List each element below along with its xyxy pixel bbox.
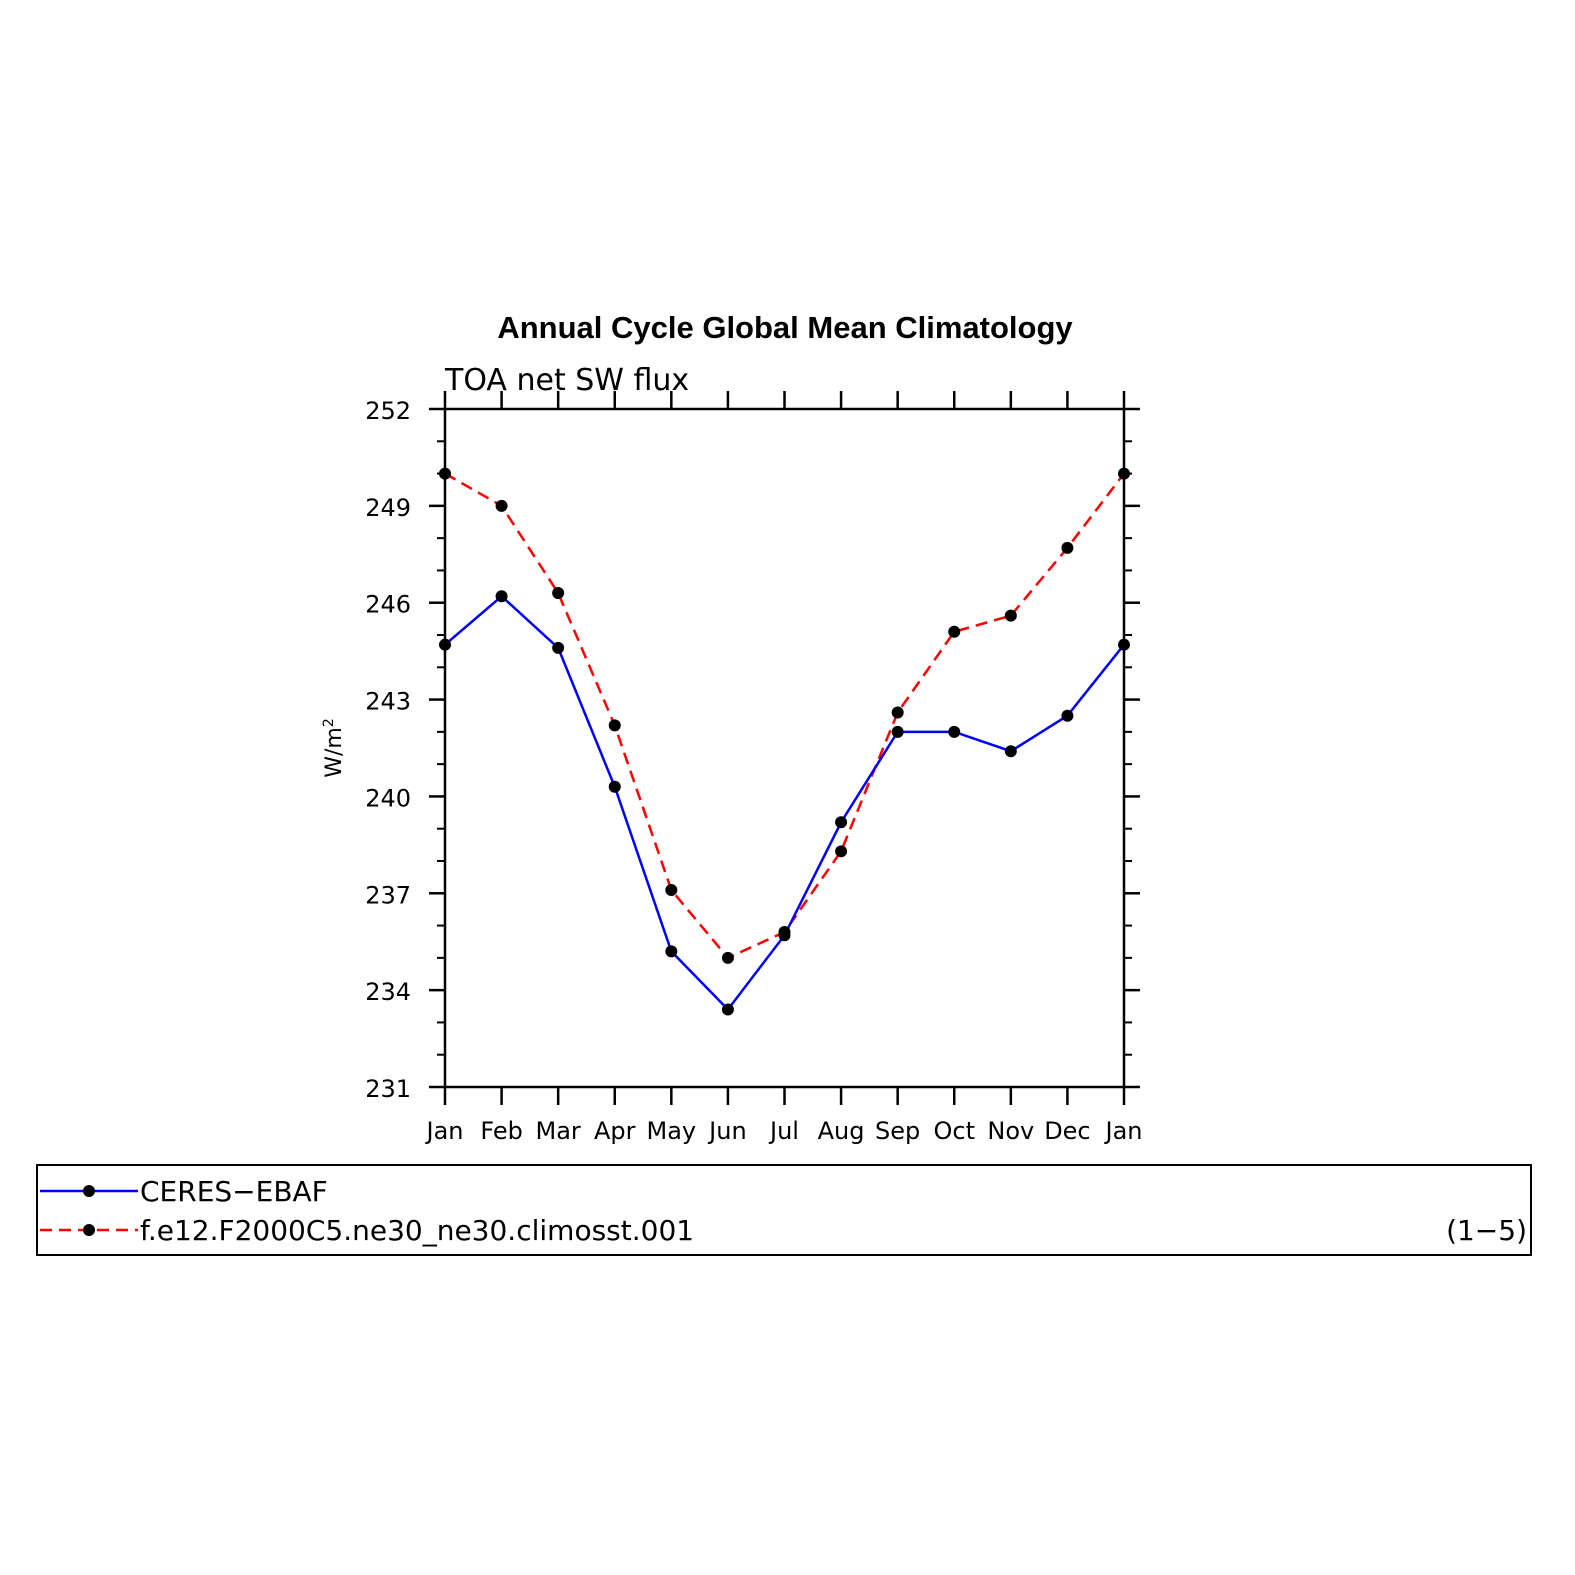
legend-marker xyxy=(83,1185,95,1197)
x-tick-label: Jun xyxy=(707,1117,747,1145)
x-tick-label: Jul xyxy=(768,1117,799,1145)
x-tick-label: Mar xyxy=(536,1117,581,1145)
legend: CERES−EBAF f.e12.F2000C5.ne30_ne30.climos… xyxy=(36,1164,1532,1256)
x-tick-label: Aug xyxy=(818,1117,865,1145)
series-layer xyxy=(439,467,1130,1016)
y-tick-label: 240 xyxy=(365,784,411,812)
x-tick-label: Nov xyxy=(987,1117,1034,1145)
data-point xyxy=(439,467,451,480)
data-point xyxy=(1118,467,1130,480)
data-point xyxy=(495,590,508,603)
y-tick-label: 243 xyxy=(365,688,411,716)
y-tick-label: 234 xyxy=(365,978,411,1006)
y-tick-label: 252 xyxy=(365,397,411,425)
data-point xyxy=(891,725,904,738)
data-point xyxy=(948,625,961,638)
data-point xyxy=(608,719,621,732)
data-point xyxy=(721,951,734,964)
data-point xyxy=(608,780,621,793)
legend-box xyxy=(36,1164,1532,1256)
x-tick-label: May xyxy=(647,1117,697,1145)
x-tick-label: Apr xyxy=(594,1117,636,1145)
y-axis-label: W/m2 xyxy=(321,718,347,778)
x-tick-label: Feb xyxy=(480,1117,523,1145)
data-point xyxy=(835,816,848,829)
legend-label: f.e12.F2000C5.ne30_ne30.climosst.001 xyxy=(140,1214,694,1247)
data-point xyxy=(552,587,565,600)
data-point xyxy=(495,499,508,512)
y-tick-label: 231 xyxy=(365,1075,411,1103)
x-tick-label: Jan xyxy=(425,1117,464,1145)
data-point xyxy=(1004,745,1017,758)
legend-note: (1−5) xyxy=(1446,1214,1527,1247)
data-point xyxy=(1061,541,1074,554)
data-point xyxy=(552,641,565,654)
y-axis-label-unit: W/m xyxy=(322,727,347,778)
data-point xyxy=(721,1003,734,1016)
legend-marker xyxy=(83,1224,95,1236)
y-tick-label: 237 xyxy=(365,881,411,909)
x-tick-label: Oct xyxy=(934,1117,976,1145)
plot-frame xyxy=(443,407,1126,1089)
data-point xyxy=(665,945,678,958)
y-tick-label: 246 xyxy=(365,591,411,619)
chart-subtitle: TOA net SW flux xyxy=(444,363,689,398)
data-point xyxy=(665,884,678,897)
data-point xyxy=(891,706,904,719)
data-point xyxy=(778,926,791,939)
x-tick-label: Jan xyxy=(1104,1117,1143,1145)
data-point xyxy=(1061,709,1074,722)
data-point xyxy=(835,845,848,858)
series-line xyxy=(444,472,1125,960)
x-tick-label: Dec xyxy=(1044,1117,1090,1145)
legend-label: CERES−EBAF xyxy=(140,1175,328,1208)
data-point xyxy=(1118,638,1130,651)
y-axis-label-exponent: 2 xyxy=(321,718,337,727)
data-point xyxy=(1004,609,1017,622)
y-tick-label: 249 xyxy=(365,494,411,522)
plot-axes: Jan Feb Mar Apr May Jun Jul Aug Sep Oct Nov Dec Jan 2… xyxy=(365,391,1143,1145)
x-tick-label: Sep xyxy=(875,1117,920,1145)
data-point xyxy=(439,638,451,651)
series-line xyxy=(444,594,1125,1012)
data-point xyxy=(948,725,961,738)
chart-title: Annual Cycle Global Mean Climatology xyxy=(497,310,1073,345)
